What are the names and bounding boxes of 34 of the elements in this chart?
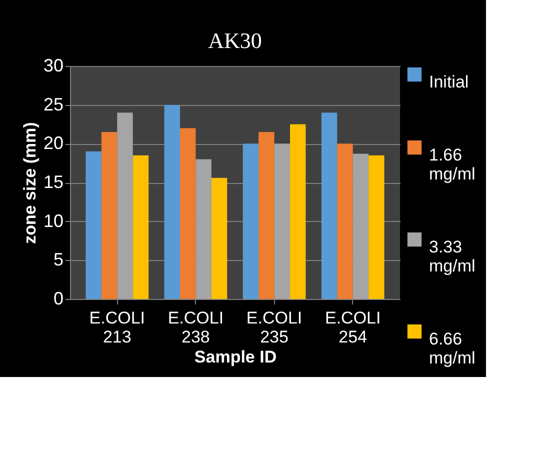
bar: [86, 151, 102, 299]
chart-title: AK30: [208, 28, 262, 53]
x-tick-label: E.COLI 235: [246, 308, 302, 346]
bar: [337, 144, 353, 299]
bar: [101, 132, 118, 299]
bar: [274, 144, 290, 299]
x-tick-label: E.COLI 213: [89, 308, 146, 346]
y-tick-label: 5: [53, 250, 64, 270]
bar: [180, 128, 196, 299]
bar: [352, 154, 369, 299]
bar: [211, 178, 228, 299]
y-axis-title: zone size (mm): [20, 122, 40, 244]
y-tick-label: 20: [43, 133, 64, 154]
bar: [164, 104, 180, 299]
bar: [242, 144, 259, 299]
bar: [321, 112, 338, 299]
bar: [290, 124, 306, 299]
x-axis-title: Sample ID: [194, 348, 277, 366]
bar: [117, 112, 133, 299]
bar: [196, 159, 212, 299]
legend-label: 3.33 mg/ml: [429, 238, 476, 276]
y-tick-label: 15: [43, 172, 64, 192]
legend-label: 1.66 mg/ml: [429, 146, 476, 184]
x-tick-label: E.COLI 238: [168, 308, 224, 346]
bar: [368, 155, 384, 299]
y-tick-label: 10: [43, 210, 64, 231]
bar: [132, 155, 149, 299]
y-tick-label: 30: [43, 56, 64, 76]
y-tick-label: 0: [53, 288, 64, 308]
legend-label: 6.66 mg/ml: [429, 330, 476, 368]
bar: [258, 132, 274, 299]
y-tick-label: 25: [43, 94, 64, 114]
legend-label: Initial: [429, 72, 469, 92]
x-tick-label: E.COLI 254: [324, 308, 381, 346]
